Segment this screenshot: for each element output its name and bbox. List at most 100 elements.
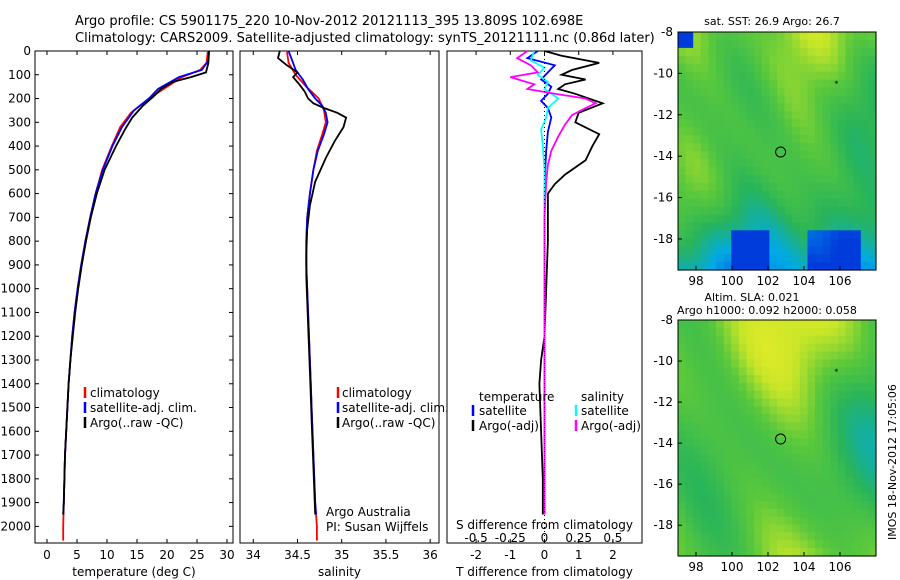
sst-cell [746, 151, 755, 160]
sst-cell [822, 246, 831, 255]
sst-cell [693, 135, 702, 144]
sst-cell [784, 254, 793, 263]
sst-cell [731, 111, 740, 120]
sla-cell [746, 469, 755, 478]
sla-cell [708, 414, 717, 423]
sst-cell [761, 230, 770, 239]
sla-cell [708, 445, 717, 455]
sst-cell [777, 55, 786, 65]
sla-cell [693, 327, 702, 337]
sla-cell [716, 438, 725, 447]
sst-cell [853, 198, 862, 208]
sst-cell [754, 103, 763, 112]
sla-cell [868, 382, 877, 392]
sst-cell [738, 190, 748, 200]
sla-cell [837, 343, 847, 353]
sla-cell [830, 375, 839, 384]
sla-cell [731, 398, 740, 408]
sst-ytick-label: -12 [653, 108, 673, 122]
sla-cell [860, 493, 869, 502]
sst-cell [777, 135, 786, 144]
sst-cell [700, 32, 709, 41]
sst-cell [746, 79, 755, 89]
sst-cell [845, 254, 854, 263]
sst-cell [845, 198, 854, 208]
sst-cell [799, 39, 808, 49]
sla-cell [738, 493, 748, 502]
sla-cell [700, 359, 709, 368]
sla-cell [754, 406, 763, 415]
sst-cell [807, 246, 816, 255]
sst-cell [693, 111, 702, 120]
sst-cell [769, 111, 778, 120]
sst-cell [868, 111, 877, 120]
sla-cell [723, 532, 732, 541]
sla-cell [792, 445, 801, 455]
sla-cell [822, 320, 831, 329]
temp-ytick-label: 1800 [0, 472, 31, 486]
sst-cell [769, 262, 778, 271]
sst-cell [678, 47, 687, 57]
sst-cell [822, 32, 831, 41]
sst-cell [746, 32, 755, 41]
sst-cell [731, 158, 740, 168]
sst-cell [769, 230, 778, 239]
diff-legend-sal-title: salinity [581, 390, 624, 404]
sst-cell [807, 190, 816, 200]
sst-cell [792, 230, 801, 239]
sst-cell [700, 143, 709, 152]
sla-cell [685, 453, 694, 463]
sst-cell [723, 158, 732, 168]
sla-cell [777, 327, 786, 337]
sla-cell [761, 469, 770, 478]
sst-cell [853, 230, 862, 239]
sst-cell [731, 198, 740, 208]
sla-cell [693, 406, 702, 415]
sst-cell [830, 63, 839, 73]
sst-cell [830, 95, 839, 104]
sla-cell [708, 351, 717, 360]
sst-cell [799, 143, 808, 152]
sst-cell [784, 143, 793, 152]
sst-cell [837, 135, 847, 144]
sla-cell [777, 485, 786, 494]
sst-cell [746, 127, 755, 136]
sla-cell [815, 390, 824, 400]
sla-cell [746, 516, 755, 526]
sst-cell [716, 238, 725, 247]
sst-cell [799, 174, 808, 184]
sst-cell [822, 182, 831, 192]
sst-cell [807, 119, 816, 128]
sst-cell [784, 127, 793, 136]
temp-ytick-label: 400 [8, 139, 31, 153]
sla-cell [815, 540, 824, 549]
sst-cell [868, 214, 877, 223]
sst-cell [700, 119, 709, 128]
sst-cell [708, 55, 717, 65]
sla-cell [837, 320, 847, 329]
sla-cell [693, 469, 702, 478]
sst-cell [754, 206, 763, 215]
sla-cell [693, 524, 702, 533]
sla-cell [685, 469, 694, 478]
sla-cell [678, 469, 687, 478]
sla-cell [708, 461, 717, 471]
temp-xtick-label: 25 [189, 548, 204, 562]
sla-cell [769, 375, 778, 384]
sla-cell [678, 398, 687, 408]
sst-cell [792, 262, 801, 271]
sst-cell [685, 166, 694, 176]
sst-cell [830, 214, 839, 223]
sla-cell [769, 438, 778, 447]
sst-cell [784, 95, 793, 104]
sla-cell [716, 540, 725, 549]
sla-cell [693, 548, 702, 557]
sst-cell [853, 111, 862, 120]
sst-cell [845, 135, 854, 144]
sla-cell [868, 524, 877, 533]
sla-cell [799, 320, 808, 329]
sst-cell [853, 135, 862, 144]
sst-cell [830, 198, 839, 208]
sst-cell [708, 63, 717, 73]
sst-cell [815, 254, 824, 263]
